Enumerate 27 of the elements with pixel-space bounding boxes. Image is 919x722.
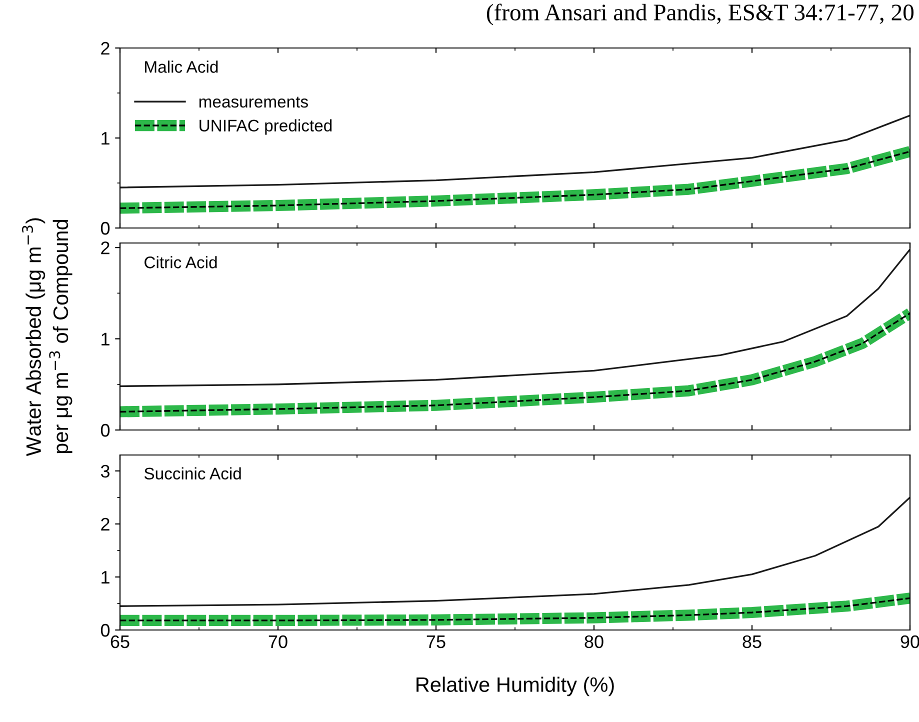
y-tick-label: 1 (102, 132, 110, 145)
line-series (120, 114, 910, 188)
legend-label: measurements (199, 96, 308, 108)
y-tick-label: 0 (100, 624, 110, 637)
y-tick-label: 0 (100, 222, 110, 235)
x-axis-title: Relative Humidity (%) (416, 676, 614, 696)
y-tick-label: 1 (102, 332, 110, 346)
y-tick-label: 0 (100, 424, 110, 437)
y-tick-label: 1 (102, 571, 110, 584)
x-tick-label: 65 (110, 635, 130, 648)
text: (from Ansari and Pandis, ES&T 34:71-77, 20 (486, 4, 914, 26)
x-tick-label: 80 (584, 635, 604, 648)
text: Water Absorbed (μg m$^{−3}$) per μg m$^{−3}$ of Compound (22, 218, 72, 456)
x-tick-label: 90 (900, 635, 919, 648)
y-tick-label: 2 (101, 241, 110, 254)
x-tick-label: 85 (742, 635, 762, 648)
y-tick-label: 3 (100, 464, 110, 478)
x-tick-label: 75 (426, 636, 446, 648)
y-tick-label: 2 (101, 42, 110, 55)
x-tick-label: 70 (268, 635, 288, 648)
y-tick-label: 2 (101, 518, 110, 530)
text: Citric Acid (144, 256, 217, 268)
line-series (120, 496, 910, 607)
text: Succinic Acid (144, 467, 241, 480)
line-series (120, 248, 910, 388)
legend-label: UNIFAC predicted (200, 119, 332, 135)
text: Malic Acid (145, 60, 218, 73)
